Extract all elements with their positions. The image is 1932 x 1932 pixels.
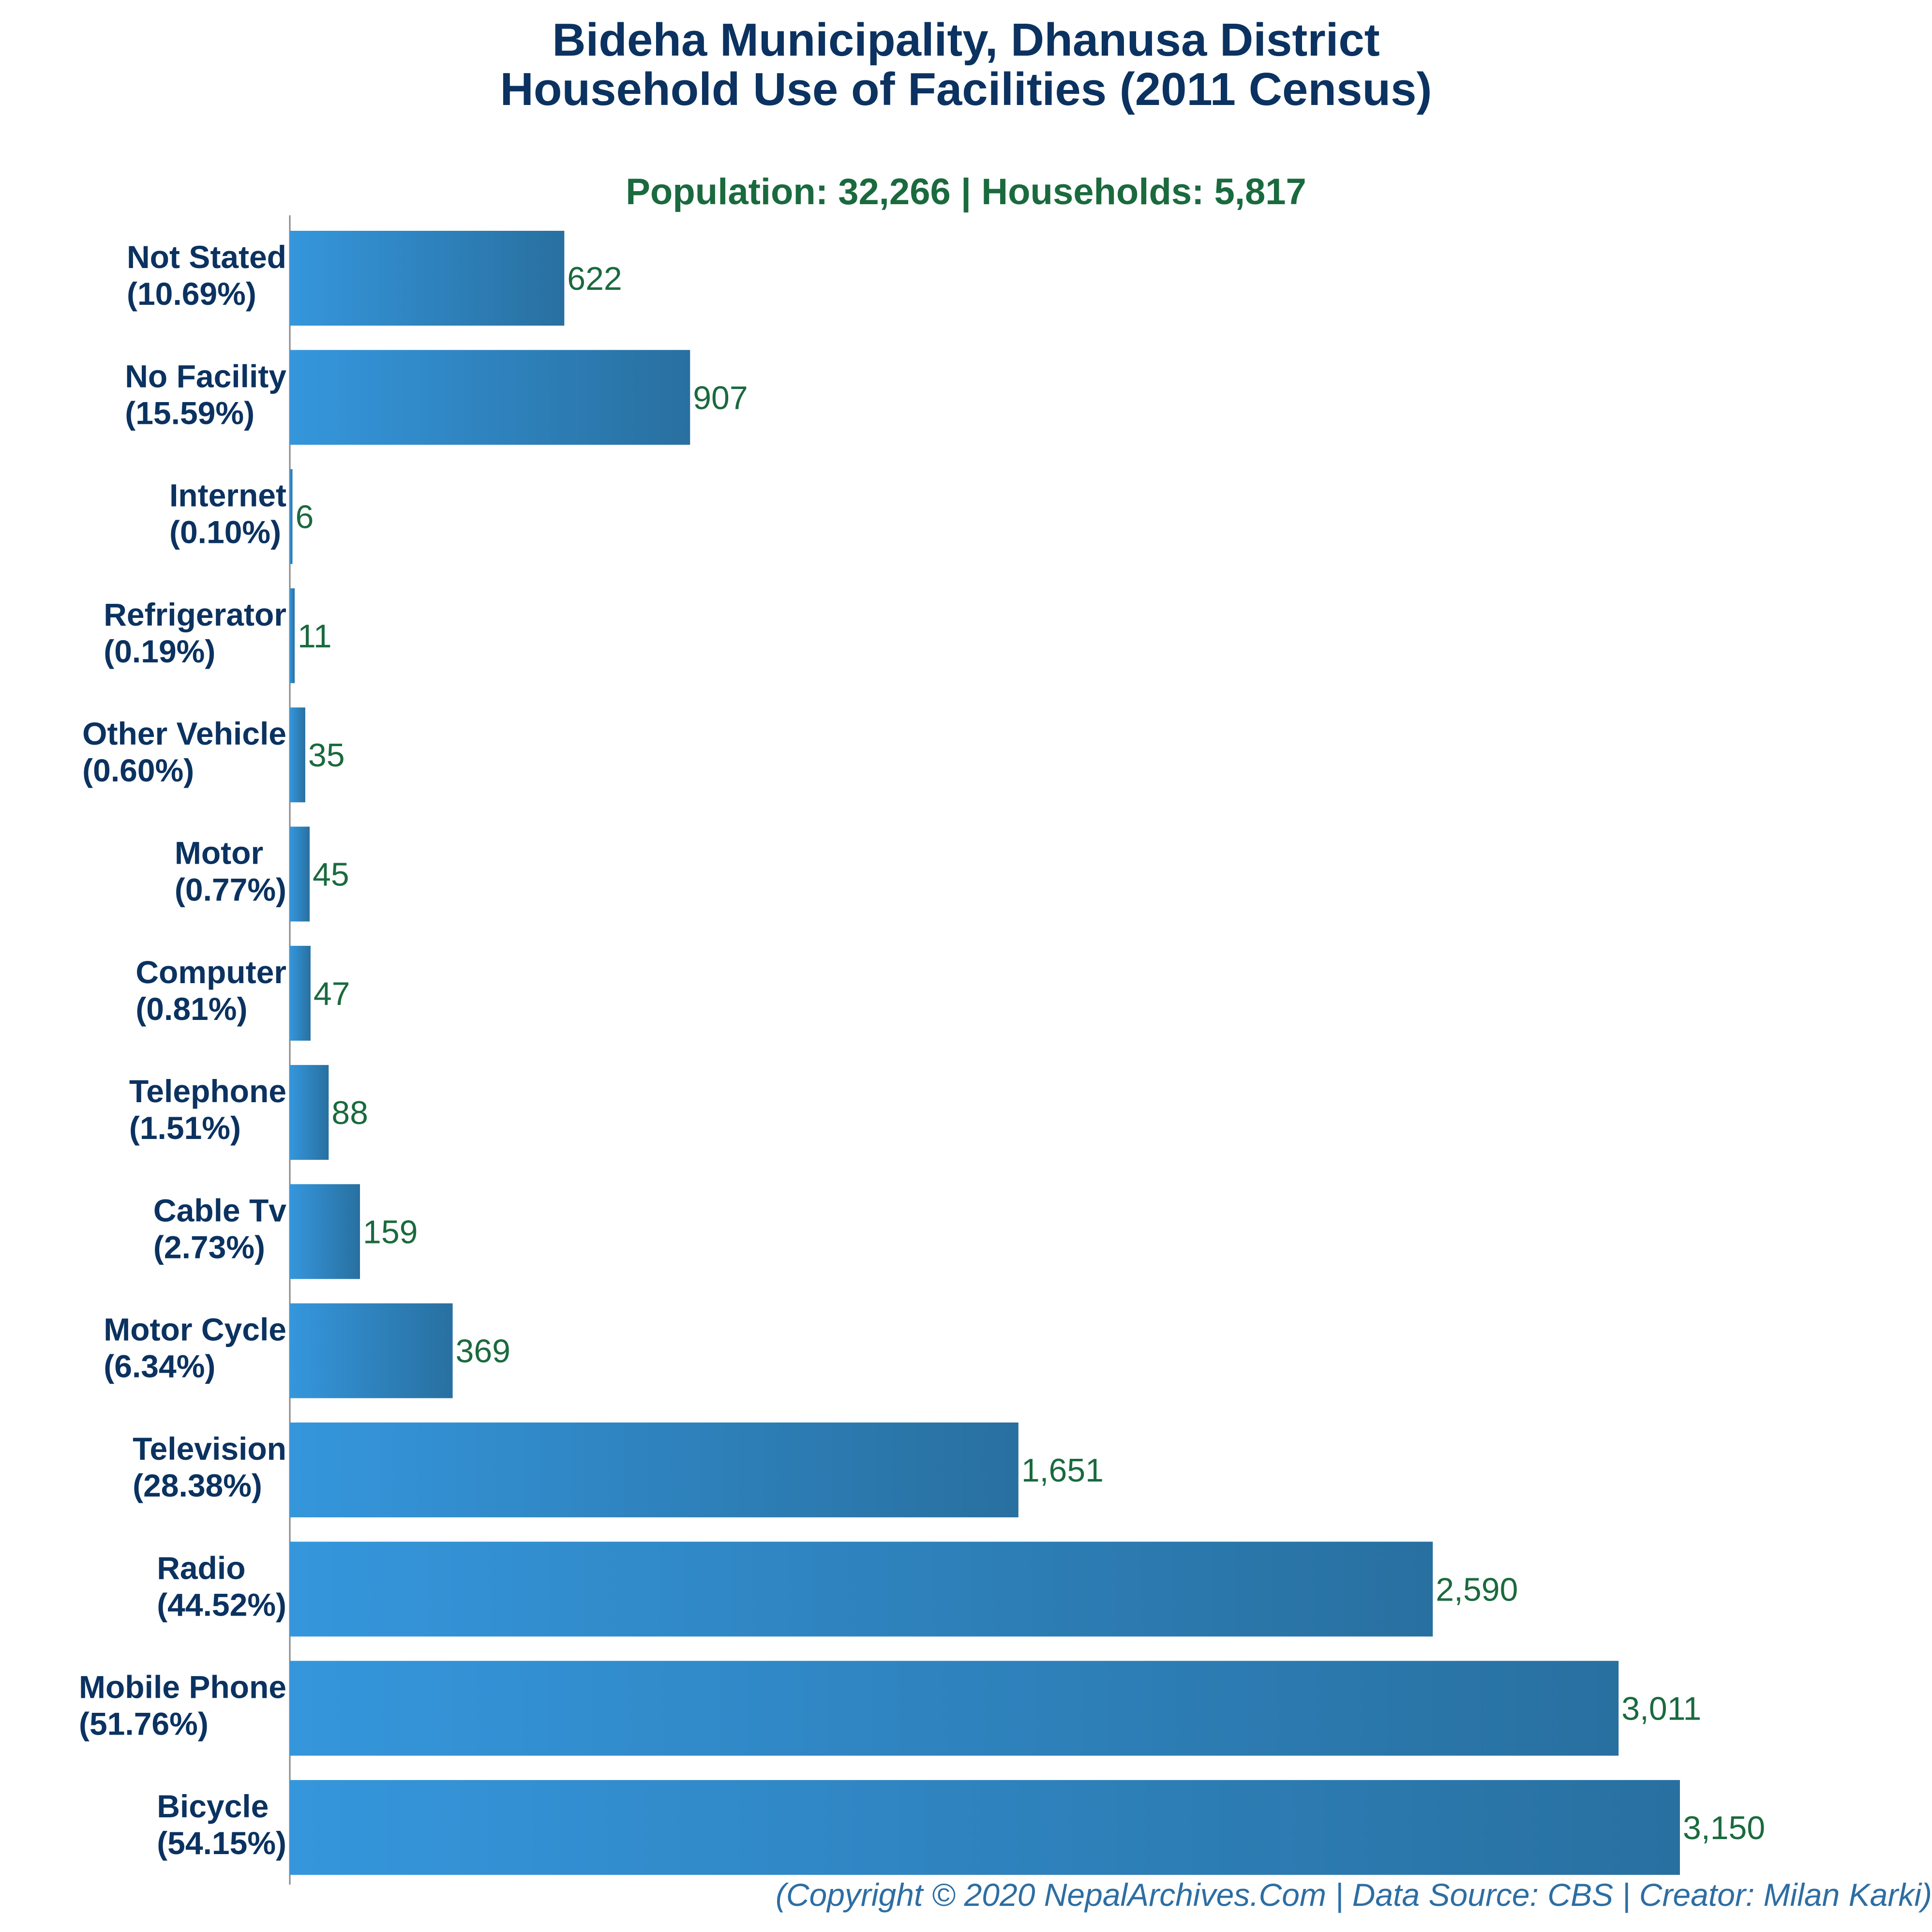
category-label: Not Stated (10.69%) xyxy=(127,239,286,312)
category-label: Computer (0.81%) xyxy=(135,954,286,1027)
bar-radio xyxy=(290,1542,1433,1637)
category-name: Not Stated xyxy=(127,239,286,275)
category-name: Telephone xyxy=(129,1073,286,1109)
value-labels-group: 622 907 6 11 35 45 47 88 159 369 1,651 2,590 3,011 3,… xyxy=(295,260,1765,1846)
bar-computer xyxy=(290,945,311,1041)
category-name: Computer xyxy=(135,954,286,990)
category-name: Mobile Phone xyxy=(79,1669,286,1705)
category-label: No Facility (15.59%) xyxy=(125,358,286,431)
value-label: 88 xyxy=(331,1094,368,1131)
category-percentage: (51.76%) xyxy=(79,1706,209,1742)
category-percentage: (6.34%) xyxy=(104,1348,215,1384)
bar-television xyxy=(290,1423,1018,1517)
value-label: 3,150 xyxy=(1683,1810,1765,1846)
value-label: 622 xyxy=(567,260,622,297)
category-label: Bicycle (54.15%) xyxy=(157,1788,286,1861)
value-label: 907 xyxy=(693,379,748,416)
bar-no-facility xyxy=(290,350,690,445)
value-label: 1,651 xyxy=(1021,1452,1104,1489)
value-label: 3,011 xyxy=(1621,1691,1701,1727)
value-label: 11 xyxy=(298,618,332,655)
category-label: Motor (0.77%) xyxy=(175,835,286,908)
value-label: 159 xyxy=(363,1213,418,1250)
chart-subtitle: Population: 32,266 | Households: 5,817 xyxy=(626,171,1306,212)
category-percentage: (1.51%) xyxy=(129,1110,241,1146)
bar-mobile-phone xyxy=(290,1661,1619,1756)
category-label: Motor Cycle (6.34%) xyxy=(104,1312,286,1384)
bar-telephone xyxy=(290,1065,329,1160)
category-label: Other Vehicle (0.60%) xyxy=(82,716,286,788)
bar-other-vehicle xyxy=(290,707,305,803)
category-percentage: (0.19%) xyxy=(104,633,215,669)
category-label: Television (28.38%) xyxy=(133,1431,286,1503)
category-name: Internet xyxy=(169,478,286,513)
bars-group xyxy=(290,231,1680,1875)
bar-motor-cycle xyxy=(290,1303,453,1398)
value-label: 45 xyxy=(313,856,349,893)
category-name: Refrigerator xyxy=(104,597,286,632)
value-label: 2,590 xyxy=(1436,1571,1518,1608)
category-percentage: (0.60%) xyxy=(82,752,194,788)
category-name: No Facility xyxy=(125,358,286,394)
category-name: Cable Tv xyxy=(153,1192,286,1228)
category-percentage: (10.69%) xyxy=(127,276,256,312)
category-label: Mobile Phone (51.76%) xyxy=(79,1669,286,1742)
category-name: Motor Cycle xyxy=(104,1312,286,1348)
category-name: Motor xyxy=(175,835,263,871)
bar-cable-tv xyxy=(290,1184,360,1279)
value-label: 369 xyxy=(456,1333,510,1370)
bar-internet xyxy=(290,469,293,564)
chart-title-line-1: Bideha Municipality, Dhanusa District xyxy=(552,14,1380,66)
value-label: 6 xyxy=(295,499,314,536)
category-name: Bicycle xyxy=(157,1788,269,1824)
category-label: Internet (0.10%) xyxy=(169,478,286,550)
category-percentage: (44.52%) xyxy=(157,1587,286,1622)
value-label: 47 xyxy=(314,975,350,1012)
category-percentage: (0.77%) xyxy=(175,872,286,908)
category-name: Other Vehicle xyxy=(82,716,286,751)
value-label: 35 xyxy=(308,737,345,774)
category-percentage: (54.15%) xyxy=(157,1825,286,1861)
category-labels-group: Not Stated (10.69%) No Facility (15.59%) Int… xyxy=(79,239,286,1861)
bar-refrigerator xyxy=(290,588,295,683)
bar-motor xyxy=(290,826,310,922)
category-name: Television xyxy=(133,1431,286,1467)
category-percentage: (0.10%) xyxy=(169,514,281,550)
category-label: Refrigerator (0.19%) xyxy=(104,597,286,669)
category-percentage: (0.81%) xyxy=(135,991,247,1027)
category-percentage: (15.59%) xyxy=(125,395,255,431)
bar-not-stated xyxy=(290,231,565,326)
category-percentage: (28.38%) xyxy=(133,1468,262,1503)
chart-title: Bideha Municipality, Dhanusa District Ho… xyxy=(0,15,1932,114)
category-label: Cable Tv (2.73%) xyxy=(153,1192,286,1265)
chart-title-line-2: Household Use of Facilities (2011 Census… xyxy=(500,63,1432,115)
category-name: Radio xyxy=(157,1550,245,1586)
category-percentage: (2.73%) xyxy=(153,1229,265,1265)
category-label: Telephone (1.51%) xyxy=(129,1073,286,1146)
copyright-footer: (Copyright © 2020 NepalArchives.Com | Da… xyxy=(775,1877,1932,1913)
category-label: Radio (44.52%) xyxy=(157,1550,286,1622)
bar-bicycle xyxy=(290,1780,1680,1875)
